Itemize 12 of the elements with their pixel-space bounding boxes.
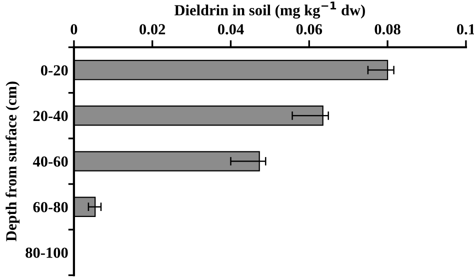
y-tick-label: 0-20: [40, 65, 68, 76]
x-axis-title: Dieldrin in soil (mg kg$^{−1}$ dw): [174, 2, 365, 19]
x-tick-label: 0.08: [374, 24, 400, 34]
y-tick-label: 20-40: [33, 110, 68, 122]
x-tick-label: 0.06: [296, 24, 322, 34]
x-tick-label: 0: [70, 24, 78, 34]
y-axis-title: Depth from surface (cm): [6, 82, 20, 242]
x-tick-label: 0.02: [140, 24, 166, 34]
y-tick-label: 40-60: [32, 156, 68, 167]
x-tick-label: 0.04: [218, 24, 244, 34]
y-tick-label: 80-100: [26, 248, 68, 258]
y-tick-label: 60-80: [33, 202, 68, 212]
